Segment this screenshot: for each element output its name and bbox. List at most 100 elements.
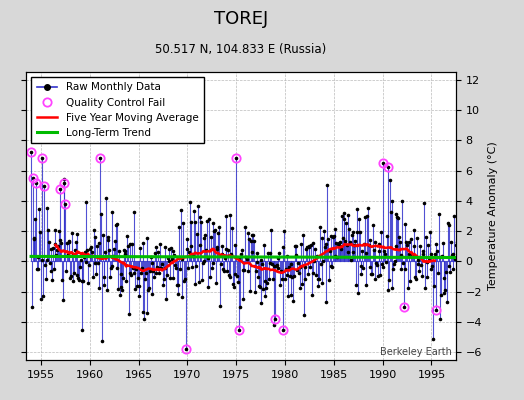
Point <box>347 232 356 238</box>
Point <box>399 260 407 266</box>
Point <box>206 273 214 280</box>
Point <box>327 233 335 239</box>
Point <box>438 253 446 260</box>
Point <box>83 247 91 254</box>
Point <box>213 246 222 252</box>
Point <box>86 246 95 252</box>
Point <box>28 304 36 311</box>
Point <box>262 285 270 291</box>
Point <box>189 253 197 260</box>
Point <box>211 227 219 234</box>
Point <box>454 265 463 272</box>
Point <box>116 284 125 291</box>
Point <box>339 235 347 242</box>
Point <box>387 284 396 291</box>
Point <box>207 234 215 240</box>
Point <box>431 251 439 257</box>
Point <box>200 234 208 241</box>
Point <box>165 246 173 252</box>
Point <box>348 229 357 236</box>
Point <box>417 262 425 268</box>
Point <box>367 271 375 277</box>
Point <box>441 287 450 293</box>
Point <box>56 186 64 192</box>
Point <box>221 254 229 261</box>
Point <box>187 219 195 225</box>
Point <box>381 259 390 265</box>
Point <box>150 250 159 256</box>
Point <box>296 264 304 270</box>
Point <box>121 248 129 254</box>
Point <box>445 222 454 228</box>
Point <box>444 263 453 270</box>
Point <box>237 251 245 258</box>
Point <box>92 271 101 277</box>
Point <box>240 267 248 273</box>
Point <box>290 273 298 280</box>
Point <box>396 238 404 245</box>
Point <box>39 293 48 299</box>
Point <box>194 279 203 285</box>
Point <box>449 251 457 257</box>
Point <box>294 270 303 277</box>
Point <box>403 285 412 291</box>
Point <box>315 276 323 282</box>
Point <box>432 307 441 313</box>
Point <box>147 254 155 260</box>
Point <box>425 254 433 261</box>
Point <box>28 175 37 181</box>
Point <box>361 214 369 220</box>
Point <box>387 209 395 216</box>
Point <box>411 273 419 280</box>
Point <box>287 292 295 298</box>
Point <box>412 276 420 282</box>
Point <box>49 245 57 252</box>
Point <box>418 251 427 257</box>
Point <box>437 292 445 298</box>
Point <box>303 244 311 250</box>
Point <box>253 249 261 256</box>
Point <box>96 155 104 162</box>
Point <box>182 236 191 242</box>
Point <box>390 260 398 267</box>
Point <box>153 264 161 270</box>
Point <box>163 272 171 278</box>
Point <box>401 266 410 272</box>
Point <box>172 282 181 288</box>
Point <box>226 273 235 280</box>
Point <box>205 215 213 222</box>
Point <box>29 234 38 241</box>
Point <box>53 247 61 253</box>
Point <box>208 265 216 271</box>
Point <box>274 265 282 271</box>
Point <box>352 281 360 288</box>
Point <box>328 264 336 270</box>
Point <box>450 213 458 220</box>
Point <box>366 237 375 243</box>
Point <box>45 238 53 245</box>
Point <box>131 286 139 292</box>
Point <box>263 280 271 287</box>
Point <box>243 267 252 274</box>
Point <box>128 240 136 247</box>
Point <box>268 261 276 268</box>
Point <box>72 272 81 278</box>
Point <box>423 259 432 266</box>
Point <box>259 242 268 248</box>
Point <box>221 246 230 252</box>
Point <box>141 276 149 282</box>
Point <box>81 259 90 265</box>
Point <box>440 275 448 282</box>
Point <box>111 238 119 244</box>
Point <box>318 280 326 286</box>
Text: 50.517 N, 104.833 E (Russia): 50.517 N, 104.833 E (Russia) <box>156 43 326 56</box>
Point <box>58 277 66 283</box>
Point <box>277 268 285 274</box>
Point <box>154 248 162 255</box>
Point <box>316 224 324 230</box>
Point <box>149 268 157 275</box>
Point <box>335 242 344 249</box>
Point <box>192 262 201 269</box>
Point <box>312 272 320 278</box>
Point <box>357 271 366 278</box>
